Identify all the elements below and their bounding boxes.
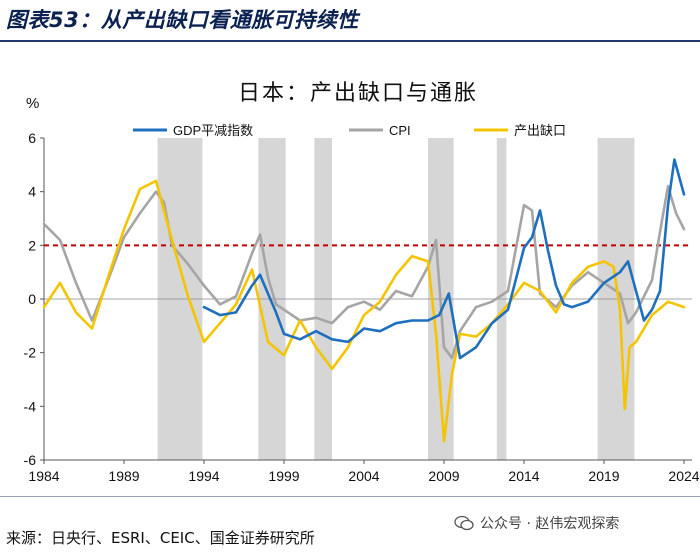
y-tick-label: -2 <box>24 345 37 361</box>
x-tick-labels: 1984 1989 1994 1999 2004 2009 2014 2019 2024 <box>28 468 699 484</box>
y-tick-label: -4 <box>24 398 37 414</box>
y-tick-label: 2 <box>28 237 36 253</box>
series-line-cpi <box>42 185 686 360</box>
legend-label-2: CPI <box>389 123 411 138</box>
series-line-output-gap <box>42 179 686 443</box>
series-lines <box>42 158 686 443</box>
x-tick-label: 2024 <box>668 468 699 484</box>
legend-label-1: GDP平减指数 <box>173 123 253 138</box>
x-tick-label: 2019 <box>588 468 619 484</box>
y-tick-label: 4 <box>28 184 36 200</box>
x-tick-label: 1994 <box>188 468 219 484</box>
y-tick-label: -6 <box>24 452 37 468</box>
line-chart: 日本：产出缺口与通胀 % -6 -4 -2 0 2 4 6 1984 1989 1994 1999… <box>24 80 700 484</box>
title-divider <box>0 40 700 42</box>
x-tick-label: 1989 <box>108 468 139 484</box>
figure-title: 图表53：从产出缺口看通胀可持续性 <box>6 8 359 32</box>
x-tick-label: 1984 <box>28 468 59 484</box>
watermark: 公众号 · 赵伟宏观探索 <box>454 513 619 533</box>
chart-title: 日本：产出缺口与通胀 <box>238 80 478 105</box>
x-tick-label: 2009 <box>428 468 459 484</box>
y-axis-unit: % <box>26 95 39 112</box>
y-tick-label: 0 <box>28 291 36 307</box>
y-tick-label: 6 <box>28 130 36 146</box>
x-tick-label: 1999 <box>268 468 299 484</box>
x-tick-label: 2004 <box>348 468 379 484</box>
source-note: 来源：日央行、ESRI、CEIC、国金证券研究所 <box>6 529 315 547</box>
watermark-text: 公众号 · 赵伟宏观探索 <box>480 516 620 532</box>
series-line-gdp-deflator <box>202 158 686 360</box>
legend: GDP平减指数 CPI 产出缺口 <box>133 123 566 138</box>
axes <box>40 137 692 464</box>
legend-label-3: 产出缺口 <box>514 123 566 138</box>
x-tick-label: 2014 <box>508 468 539 484</box>
y-tick-labels: -6 -4 -2 0 2 4 6 <box>24 130 37 468</box>
footer-divider <box>0 496 700 497</box>
wechat-icon <box>454 515 474 531</box>
